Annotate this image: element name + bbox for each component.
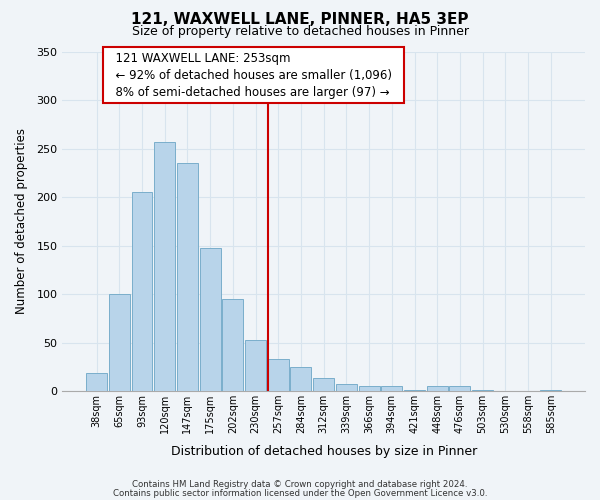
Bar (359, 386, 380, 391)
Text: Size of property relative to detached houses in Pinner: Size of property relative to detached ho… (131, 25, 469, 38)
Bar (268, 359, 289, 391)
Bar (541, 390, 561, 391)
Bar (86, 372, 107, 391)
Bar (154, 142, 175, 391)
Bar (449, 386, 470, 391)
Bar (290, 367, 311, 391)
Bar (427, 386, 448, 391)
Bar (177, 163, 198, 391)
Bar (404, 390, 425, 391)
Bar (245, 340, 266, 391)
Bar (131, 192, 152, 391)
Text: 121 WAXWELL LANE: 253sqm  
  ← 92% of detached houses are smaller (1,096)  
  8%: 121 WAXWELL LANE: 253sqm ← 92% of detach… (108, 52, 400, 98)
Text: 121, WAXWELL LANE, PINNER, HA5 3EP: 121, WAXWELL LANE, PINNER, HA5 3EP (131, 12, 469, 28)
Bar (109, 294, 130, 391)
X-axis label: Distribution of detached houses by size in Pinner: Distribution of detached houses by size … (170, 444, 477, 458)
Y-axis label: Number of detached properties: Number of detached properties (15, 128, 28, 314)
Bar (200, 248, 221, 391)
Bar (472, 390, 493, 391)
Text: Contains HM Land Registry data © Crown copyright and database right 2024.: Contains HM Land Registry data © Crown c… (132, 480, 468, 489)
Bar (223, 299, 243, 391)
Bar (382, 386, 402, 391)
Bar (313, 378, 334, 391)
Text: Contains public sector information licensed under the Open Government Licence v3: Contains public sector information licen… (113, 488, 487, 498)
Bar (336, 384, 357, 391)
